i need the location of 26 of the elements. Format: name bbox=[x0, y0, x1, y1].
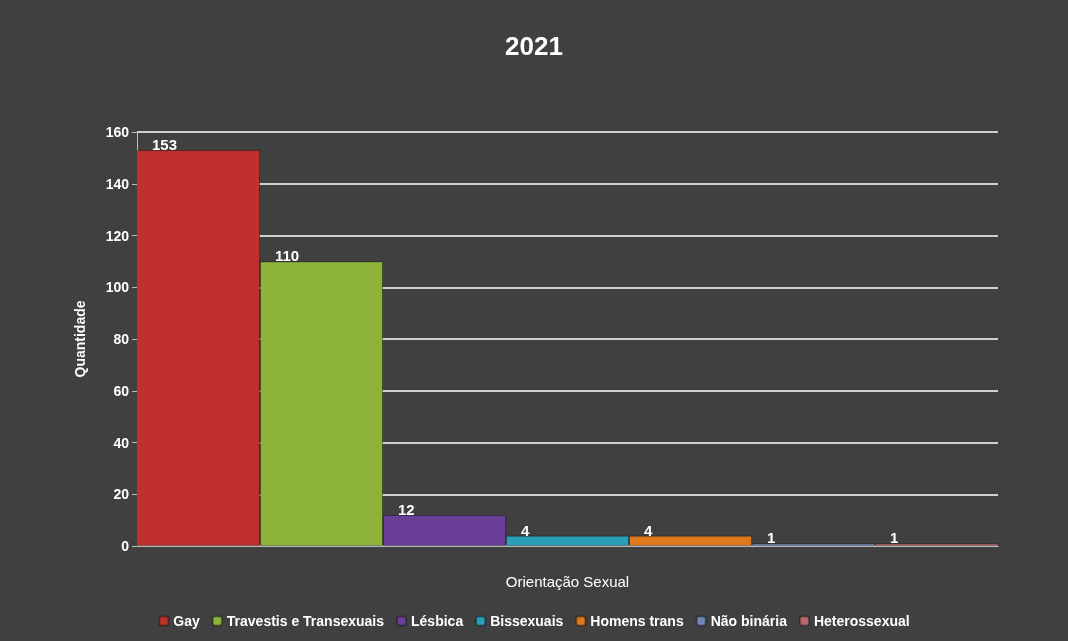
y-tick-label: 140 bbox=[105, 175, 130, 192]
chart-title: 2021 bbox=[505, 31, 563, 61]
data-label: 1 bbox=[890, 529, 899, 547]
y-tick-label: 80 bbox=[113, 331, 130, 347]
data-label: 1 bbox=[767, 529, 776, 547]
legend-label: Homens trans bbox=[590, 613, 684, 629]
legend-label: Não binária bbox=[710, 613, 788, 629]
legend-label: Bissexuais bbox=[490, 613, 564, 629]
legend-label: Gay bbox=[173, 613, 201, 629]
data-label: 4 bbox=[521, 521, 530, 539]
data-label: 4 bbox=[644, 521, 653, 539]
legend-label: Heterossexual bbox=[813, 613, 910, 629]
y-tick-label: 60 bbox=[113, 382, 130, 399]
y-tick-label: 160 bbox=[105, 124, 130, 140]
legend-label: Lésbica bbox=[411, 613, 464, 629]
legend-label: Travestis e Transexuais bbox=[226, 613, 385, 629]
data-label: 153 bbox=[152, 136, 178, 154]
x-axis-title: Orientação Sexual bbox=[505, 573, 630, 590]
y-tick-label: 0 bbox=[121, 538, 130, 554]
data-label: 110 bbox=[275, 247, 300, 265]
y-tick-label: 40 bbox=[113, 434, 130, 451]
y-axis-title: Quantidade bbox=[72, 300, 88, 378]
data-label: 12 bbox=[398, 500, 415, 518]
y-tick-label: 120 bbox=[105, 227, 130, 244]
y-tick-label: 100 bbox=[105, 279, 130, 296]
y-tick-label: 20 bbox=[113, 486, 130, 503]
